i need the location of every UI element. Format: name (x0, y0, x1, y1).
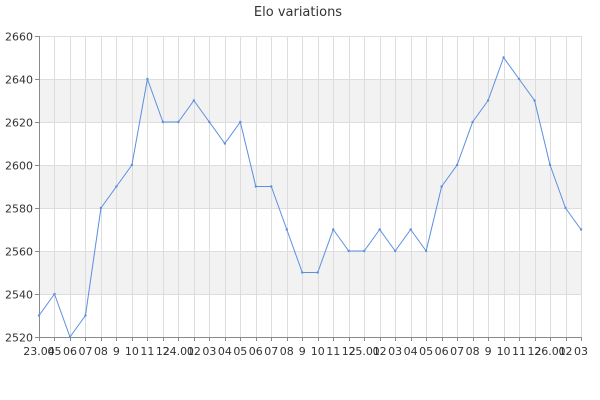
axes (35, 36, 582, 341)
x-tick-label: 10 (125, 345, 139, 358)
data-point (53, 292, 56, 296)
data-point (424, 249, 428, 253)
data-point (332, 228, 335, 231)
data-point (161, 120, 165, 124)
data-point (223, 142, 227, 145)
x-tick-label: 03 (574, 345, 588, 358)
data-point (579, 228, 583, 231)
grid-lines (39, 36, 582, 338)
x-tick-label: 05 (47, 345, 61, 358)
x-tick-label: 11 (326, 345, 340, 358)
data-point (517, 77, 521, 81)
data-point (37, 314, 41, 317)
data-point (208, 120, 211, 124)
y-tick-label: 2620 (5, 117, 33, 130)
y-tick-labels: 2520 2540 2560 2580 2600 2620 2640 2660 (5, 31, 33, 345)
data-point (130, 163, 134, 167)
x-tick-label: 25.01 (348, 345, 380, 358)
x-tick-label: 06 (249, 345, 263, 358)
data-point (363, 249, 366, 253)
data-point (239, 120, 242, 124)
data-point (440, 185, 443, 188)
data-point (254, 185, 257, 188)
y-tick-label: 2560 (5, 246, 33, 259)
y-tick-label: 2520 (5, 332, 33, 345)
x-tick-label: 12 (342, 345, 356, 358)
x-tick-label: 08 (466, 345, 480, 358)
x-tick-label: 08 (280, 345, 294, 358)
x-tick-label: 05 (233, 345, 247, 358)
data-point (471, 120, 474, 124)
data-point (347, 249, 350, 253)
data-point (455, 163, 459, 167)
data-point (68, 335, 72, 339)
x-tick-label: 10 (497, 345, 511, 358)
x-tick-label: 10 (311, 345, 325, 358)
data-point (486, 99, 490, 102)
y-tick-label: 2580 (5, 203, 33, 216)
plot-bands (39, 79, 581, 294)
x-tick-label: 9 (299, 345, 306, 358)
data-point (378, 228, 381, 231)
x-tick-label: 06 (435, 345, 449, 358)
data-point (393, 249, 397, 253)
data-point (316, 271, 319, 274)
data-point (409, 228, 412, 231)
x-tick-label: 05 (419, 345, 433, 358)
data-point (285, 228, 288, 231)
x-tick-label: 04 (404, 345, 418, 358)
data-point (177, 120, 180, 124)
x-tick-label: 9 (485, 345, 492, 358)
x-tick-label: 11 (140, 345, 154, 358)
data-point (146, 77, 149, 81)
plot-band (39, 165, 581, 208)
x-tick-label: 9 (113, 345, 120, 358)
x-tick-label: 26.01 (534, 345, 566, 358)
plot-band (39, 79, 581, 122)
y-tick-label: 2540 (5, 289, 33, 302)
x-tick-label: 07 (264, 345, 278, 358)
x-tick-label: 07 (450, 345, 464, 358)
data-point (192, 99, 196, 102)
series-layer (37, 56, 583, 339)
x-tick-label: 24.01 (163, 345, 195, 358)
data-point (301, 271, 304, 274)
data-point (548, 163, 552, 167)
x-tick-label: 03 (202, 345, 216, 358)
data-point (564, 206, 567, 210)
data-point (502, 56, 505, 59)
x-tick-label: 03 (388, 345, 402, 358)
x-tick-label: 11 (512, 345, 526, 358)
x-tick-label: 08 (94, 345, 108, 358)
x-tick-label: 02 (373, 345, 387, 358)
y-tick-label: 2640 (5, 74, 33, 87)
x-tick-label: 12 (156, 345, 170, 358)
x-tick-label: 04 (218, 345, 232, 358)
elo-series-line (38, 57, 582, 338)
data-point (84, 314, 87, 317)
y-tick-label: 2660 (5, 31, 33, 44)
x-tick-label: 07 (78, 345, 92, 358)
data-point (115, 185, 118, 188)
x-tick-label: 23.04 (23, 345, 55, 358)
x-tick-label: 02 (559, 345, 573, 358)
x-tick-label: 12 (528, 345, 542, 358)
chart-title: Elo variations (254, 5, 342, 20)
y-tick-label: 2600 (5, 160, 33, 173)
x-tick-label: 02 (187, 345, 201, 358)
data-point (99, 206, 103, 210)
data-point (270, 185, 273, 188)
data-point (533, 99, 536, 102)
x-tick-label: 06 (63, 345, 77, 358)
